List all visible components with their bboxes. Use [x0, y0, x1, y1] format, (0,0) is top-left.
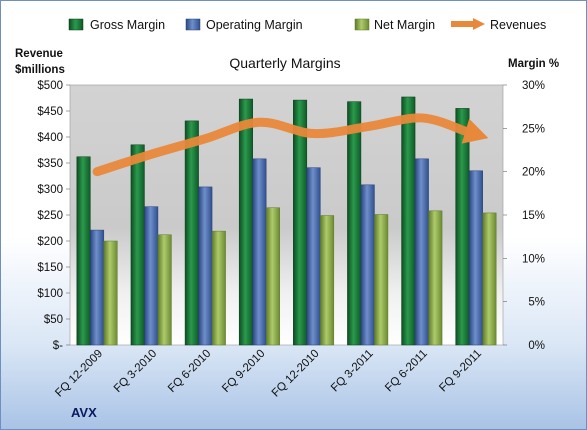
- bar-operating-margin: [306, 167, 321, 346]
- y-right-tick-label: 25%: [522, 123, 545, 135]
- y-left-tick-label: $400: [37, 132, 63, 144]
- legend: Gross Margin Operating Margin Net Margin…: [68, 18, 546, 32]
- x-tick-label: FQ 6-2011: [383, 348, 430, 395]
- bar-operating-margin: [468, 170, 483, 346]
- x-tick-label: FQ 3-2011: [329, 348, 376, 395]
- bar-operating-margin: [144, 206, 159, 346]
- x-tick-label: FQ 9-2010: [220, 348, 267, 395]
- legend-item-revenues: Revenues: [451, 18, 546, 32]
- bar-gross-margin: [238, 98, 253, 346]
- y-left-tick-label: $500: [37, 80, 63, 92]
- y-right-tick-label: 20%: [522, 167, 545, 179]
- y-left-tick-label: $100: [37, 288, 63, 300]
- legend-label: Net Margin: [374, 18, 435, 32]
- y-right-tick-label: 15%: [522, 210, 545, 222]
- bar-net-margin: [374, 214, 389, 346]
- revenue-arrowhead: [461, 118, 489, 144]
- chart-title: Quarterly Margins: [229, 55, 340, 71]
- y-right-label: Margin %: [508, 58, 559, 70]
- bar-operating-margin: [198, 186, 213, 346]
- bar-gross-margin: [130, 144, 145, 346]
- legend-label: Operating Margin: [206, 18, 303, 32]
- y-left-tick-label: $300: [37, 184, 63, 196]
- bar-operating-margin: [90, 229, 105, 346]
- x-tick-label: FQ 3-2010: [112, 348, 159, 395]
- source-label: AVX: [71, 405, 97, 420]
- bar-net-margin: [265, 207, 280, 346]
- bar-operating-margin: [252, 158, 267, 346]
- bar-gross-margin: [76, 156, 91, 346]
- bar-net-margin: [211, 230, 226, 346]
- x-tick-label: FQ 9-2011: [437, 348, 484, 395]
- bar-net-margin: [428, 210, 443, 346]
- y-left-label-line1: Revenue: [15, 48, 63, 60]
- y-left-tick-label: $250: [37, 210, 63, 222]
- bar-net-margin: [320, 215, 335, 346]
- bar-operating-margin: [360, 184, 375, 346]
- bar-gross-margin: [184, 120, 199, 346]
- legend-label: Gross Margin: [90, 18, 165, 32]
- bar-operating-margin: [414, 158, 429, 346]
- bar-net-margin: [157, 234, 172, 346]
- y-right-tick-label: 0%: [528, 340, 545, 352]
- legend-item-gross-margin: Gross Margin: [68, 18, 165, 32]
- y-left-tick-label: $-: [53, 340, 63, 352]
- bar-gross-margin: [347, 101, 362, 346]
- y-left-tick-label: $200: [37, 236, 63, 248]
- legend-item-net-margin: Net Margin: [354, 18, 435, 32]
- legend-item-operating-margin: Operating Margin: [185, 18, 303, 32]
- x-tick-label: FQ 12-2009: [53, 348, 105, 400]
- y-right-tick-label: 30%: [522, 80, 545, 92]
- y-left-tick-label: $50: [44, 314, 63, 326]
- y-right-tick-label: 10%: [522, 253, 545, 265]
- y-left-tick-label: $150: [37, 262, 63, 274]
- x-tick-label: FQ 6-2010: [166, 348, 213, 395]
- y-left-tick-label: $450: [37, 106, 63, 118]
- y-right-tick-label: 5%: [528, 297, 545, 309]
- bar-net-margin: [103, 240, 118, 346]
- legend-label: Revenues: [490, 18, 546, 32]
- y-left-tick-label: $350: [37, 158, 63, 170]
- y-left-label-line2: $millions: [15, 64, 65, 76]
- revenue-line: [92, 113, 470, 177]
- bar-gross-margin: [401, 96, 416, 346]
- x-tick-label: FQ 12-2010: [270, 348, 322, 400]
- bar-net-margin: [482, 212, 497, 346]
- bar-gross-margin: [455, 108, 470, 346]
